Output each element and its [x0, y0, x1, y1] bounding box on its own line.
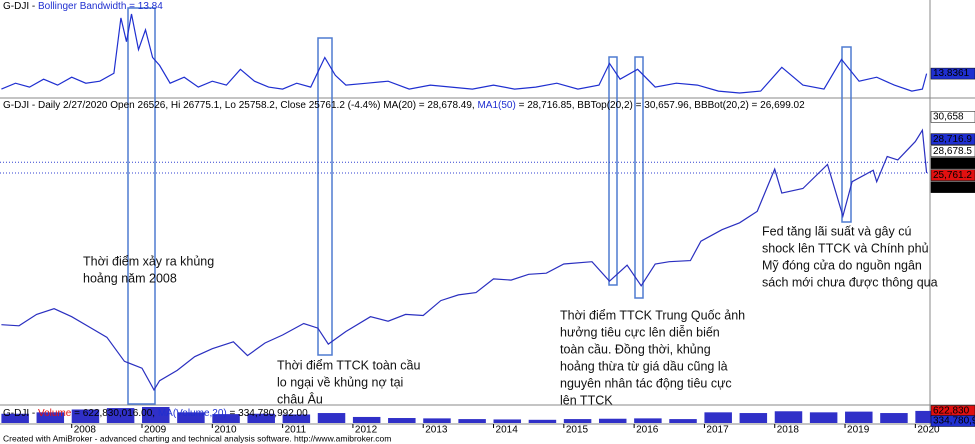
volume-bar — [36, 412, 65, 423]
volume-bar — [880, 413, 908, 423]
x-tick-label: 2019 — [847, 425, 870, 436]
highlight-box — [317, 37, 333, 356]
annotation: toàn cầu. Đồng thời, khủng — [560, 342, 711, 356]
volume-bar — [212, 414, 240, 423]
price-tag — [930, 169, 975, 181]
volume-bar — [106, 408, 135, 423]
title-part: G-DJI - Daily 2/27/2020 Open 26526, Hi 2… — [3, 100, 477, 111]
volume-bar — [142, 407, 170, 423]
volume-bar — [845, 411, 873, 423]
volume-bar — [704, 412, 732, 423]
x-tick-label: 2008 — [74, 425, 97, 436]
annotation: lo ngại về khủng nợ tại — [277, 375, 403, 389]
volume-bar — [247, 413, 275, 423]
price-tag-label: 30,658 — [933, 112, 964, 123]
annotation: hoảng thừa từ giá dầu cũng là — [560, 359, 728, 373]
volume-bar — [458, 419, 486, 423]
x-tick-label: 2009 — [144, 425, 167, 436]
volume-bar — [352, 416, 381, 423]
volume-bar — [1, 413, 29, 423]
highlight-box — [841, 46, 852, 223]
volume-bar — [493, 419, 522, 423]
x-tick-label: 2014 — [496, 425, 519, 436]
x-tick-label: 2011 — [285, 425, 307, 436]
pane-title: G-DJI - Bollinger Bandwidth = 13.84 — [3, 1, 163, 12]
highlight-box — [608, 56, 618, 286]
pane-title: G-DJI - Daily 2/27/2020 Open 26526, Hi 2… — [3, 100, 805, 111]
volume-bar — [71, 409, 100, 423]
price-tag — [930, 157, 975, 169]
volume-bar — [177, 412, 205, 423]
volume-bar — [809, 412, 838, 423]
highlight-box — [634, 56, 644, 299]
price-tag-label: 28,716.9 — [933, 134, 972, 145]
highlight-box — [127, 7, 156, 405]
title-part: MA(Volume,20) — [158, 408, 227, 419]
annotation: sách mới chưa được thông qua — [762, 275, 938, 289]
volume-bar — [774, 411, 803, 423]
price-tag-label: 25,761.2 — [933, 170, 972, 181]
price-tag — [930, 181, 975, 193]
title-part: Bollinger Bandwidth = 13.84 — [38, 1, 163, 12]
volume-bar — [669, 419, 697, 423]
title-part: = 28,716.85, BBTop(20,2) = 30,657.96, BB… — [516, 100, 805, 111]
price-tag — [930, 133, 975, 145]
price-tag — [930, 145, 975, 157]
volume-bar — [739, 413, 768, 423]
volume-bar — [423, 418, 451, 423]
price-tag — [930, 415, 975, 427]
series-line — [1, 128, 928, 392]
x-tick-label: 2012 — [355, 425, 378, 436]
volume-bar — [317, 413, 346, 423]
annotation: lên TTCK — [560, 393, 613, 407]
price-tag-label: 622,830 — [933, 406, 970, 417]
price-tag-label: 13.8361 — [933, 68, 970, 79]
title-part: G-DJI - — [3, 408, 38, 419]
volume-bar — [388, 418, 416, 423]
footer: Created with AmiBroker - advanced charti… — [3, 433, 391, 443]
title-part: = 622,830,016.00, — [71, 408, 157, 419]
annotation: nguyên nhân tác động tiêu cực — [560, 376, 732, 390]
price-tag-label: 25,761.2 — [933, 182, 972, 193]
price-tag-label: 334,780,9 — [933, 416, 975, 427]
x-tick-label: 2017 — [706, 425, 729, 436]
annotation: hưởng tiêu cực lên diễn biến — [560, 324, 720, 339]
annotation: Thời điểm TTCK toàn cầu — [277, 358, 420, 372]
price-tag-label: 28,678.5 — [933, 146, 972, 157]
x-tick-label: 2018 — [777, 425, 800, 436]
annotation: Thời điểm xảy ra khủng — [83, 254, 214, 268]
x-tick-label: 2020 — [917, 425, 940, 436]
title-part: G-DJI - — [3, 1, 38, 12]
annotation: shock lên TTCK và Chính phủ — [762, 241, 929, 255]
pane-title: G-DJI - Volume = 622,830,016.00, MA(Volu… — [3, 408, 308, 419]
x-tick-label: 2015 — [566, 425, 589, 436]
title-part: Volume — [38, 408, 72, 419]
volume-bar — [598, 418, 627, 423]
annotation: Thời điểm TTCK Trung Quốc ảnh — [560, 308, 745, 322]
price-tag — [930, 67, 975, 80]
annotation: Fed tăng lãi suất và gây cú — [762, 224, 911, 238]
price-tag — [930, 111, 975, 123]
annotation: hoảng năm 2008 — [83, 271, 177, 285]
volume-bar — [563, 419, 592, 423]
x-tick-label: 2013 — [425, 425, 448, 436]
volume-bar — [634, 418, 662, 423]
x-tick-label: 2016 — [636, 425, 659, 436]
annotation: châu Âu — [277, 391, 323, 406]
title-part: MA1(50) — [477, 100, 515, 111]
title-part: = 334,780,992.00 — [227, 408, 308, 419]
volume-bar — [282, 414, 311, 423]
price-tag-label: 26,699 — [933, 158, 964, 169]
series-line — [1, 13, 928, 94]
volume-bar — [528, 419, 557, 423]
x-tick-label: 2010 — [214, 425, 237, 436]
annotation: Mỹ đóng cửa do nguồn ngân — [762, 258, 922, 272]
